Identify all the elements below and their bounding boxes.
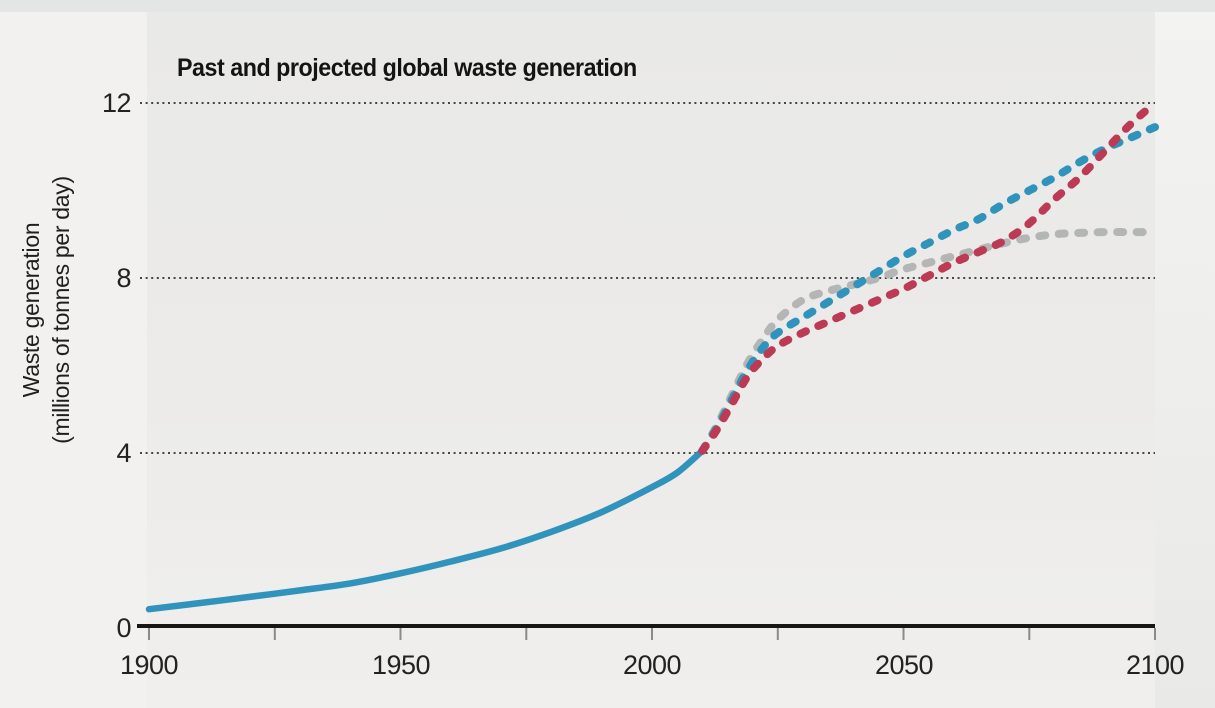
y-tick-label-12: 12 [101, 88, 132, 118]
top-band [0, 0, 1215, 12]
series-historical-line [145, 447, 706, 613]
plot-panel [147, 12, 1155, 708]
y-axis-title-line1: Waste generation [18, 222, 44, 398]
x-tick-label-1950: 1950 [371, 650, 431, 680]
y-tick-label-8: 8 [116, 263, 131, 293]
x-tick-label-1900: 1900 [119, 650, 179, 680]
right-margin-strip [1155, 12, 1215, 708]
series-projection-red [698, 99, 1159, 455]
x-tick-label-2050: 2050 [874, 650, 934, 680]
y-tick-label-4: 4 [116, 438, 131, 468]
chart-title: Past and projected global waste generati… [177, 54, 637, 82]
y-tick-label-0: 0 [116, 613, 131, 643]
series-projection-gray [698, 228, 1159, 455]
x-tick-label-2000: 2000 [622, 650, 682, 680]
series-projection-blue [698, 123, 1159, 455]
x-tick-label-2100: 2100 [1125, 650, 1185, 680]
